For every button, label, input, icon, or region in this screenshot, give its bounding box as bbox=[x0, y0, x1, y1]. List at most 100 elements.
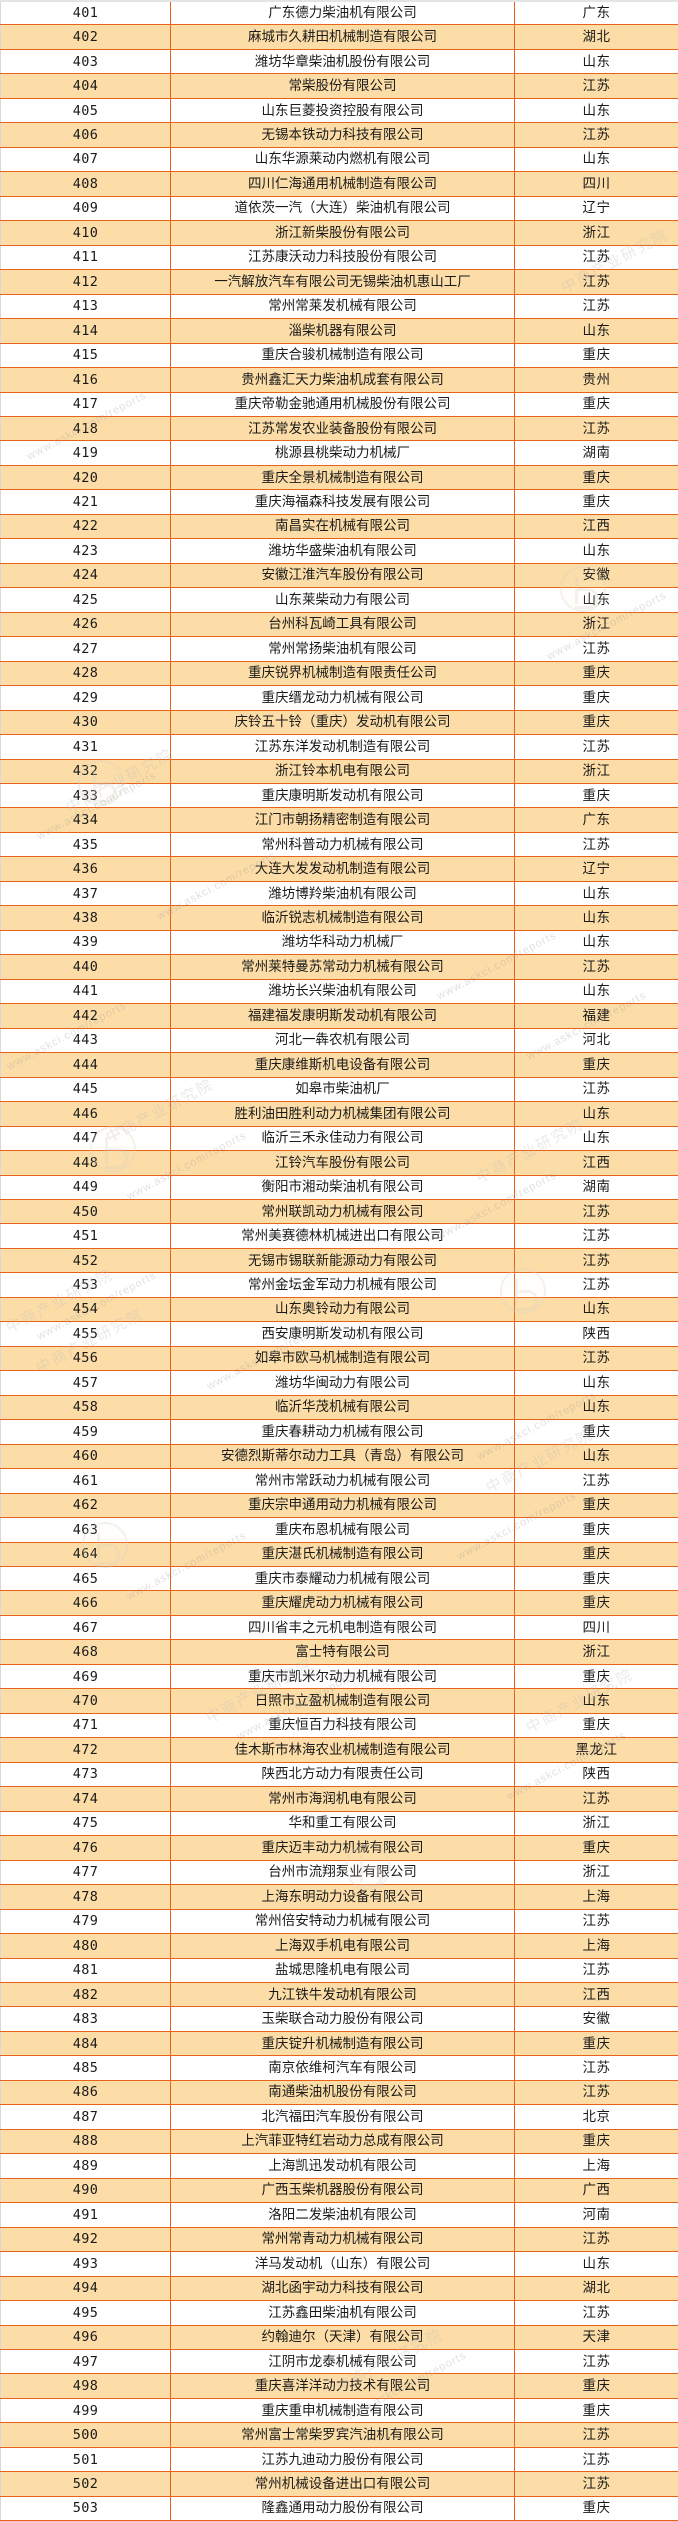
cell-province: 湖南 bbox=[514, 1174, 678, 1200]
cell-province: 北京 bbox=[514, 2104, 678, 2130]
cell-company-name: 西安康明斯发动机有限公司 bbox=[170, 1321, 515, 1347]
table-row: 449 衡阳市湘动柴油机有限公司 湖南 bbox=[0, 1174, 678, 1200]
cell-rank: 495 bbox=[0, 2300, 171, 2326]
cell-company-name: 常州机械设备进出口有限公司 bbox=[170, 2471, 515, 2497]
table-row: 404 常柴股份有限公司 江苏 bbox=[0, 73, 678, 99]
cell-province: 重庆 bbox=[514, 342, 678, 369]
table-row: 436 大连大发发动机制造有限公司 辽宁 bbox=[0, 856, 678, 882]
cell-rank: 473 bbox=[0, 1761, 171, 1788]
cell-company-name: 江苏康沃动力科技股份有限公司 bbox=[170, 244, 515, 271]
table-row: 491 洛阳二发柴油机有限公司 河南 bbox=[0, 2202, 678, 2228]
cell-rank: 499 bbox=[0, 2397, 171, 2424]
table-row: 443 河北一犇农机有限公司 河北 bbox=[0, 1027, 678, 1054]
cell-province: 重庆 bbox=[514, 1419, 678, 1445]
table-row: 419 桃源县桃柴动力机械厂 湖南 bbox=[0, 440, 678, 466]
table-row: 465 重庆市泰耀动力机械有限公司 重庆 bbox=[0, 1565, 678, 1592]
table-row: 473 陕西北方动力有限责任公司 陕西 bbox=[0, 1761, 678, 1788]
table-row: 434 江门市朝扬精密制造有限公司 广东 bbox=[0, 807, 678, 833]
cell-province: 陕西 bbox=[514, 1761, 678, 1788]
cell-rank: 453 bbox=[0, 1272, 171, 1298]
cell-company-name: 安徽江淮汽车股份有限公司 bbox=[170, 562, 515, 589]
cell-rank: 481 bbox=[0, 1957, 171, 1983]
cell-province: 山东 bbox=[514, 587, 678, 613]
cell-rank: 410 bbox=[0, 220, 171, 246]
cell-company-name: 华和重工有限公司 bbox=[170, 1810, 515, 1837]
cell-rank: 455 bbox=[0, 1321, 171, 1347]
cell-company-name: 台州科瓦崎工具有限公司 bbox=[170, 611, 515, 638]
cell-company-name: 重庆湛氏机械制造有限公司 bbox=[170, 1541, 515, 1568]
cell-rank: 416 bbox=[0, 367, 171, 393]
cell-company-name: 四川仁海通用机械制造有限公司 bbox=[170, 171, 515, 197]
table-row: 495 江苏鑫田柴油机有限公司 江苏 bbox=[0, 2300, 678, 2326]
cell-company-name: 洛阳二发柴油机有限公司 bbox=[170, 2202, 515, 2228]
cell-company-name: 浙江新柴股份有限公司 bbox=[170, 220, 515, 246]
table-row: 445 如皋市柴油机厂 江苏 bbox=[0, 1076, 678, 1103]
cell-province: 江苏 bbox=[514, 122, 678, 148]
cell-rank: 447 bbox=[0, 1125, 171, 1152]
cell-rank: 434 bbox=[0, 807, 171, 833]
cell-province: 山东 bbox=[514, 48, 678, 75]
cell-company-name: 安德烈斯蒂尔动力工具（青岛）有限公司 bbox=[170, 1443, 515, 1470]
cell-company-name: 常柴股份有限公司 bbox=[170, 73, 515, 99]
cell-company-name: 山东莱柴动力有限公司 bbox=[170, 587, 515, 613]
cell-rank: 425 bbox=[0, 587, 171, 613]
cell-province: 浙江 bbox=[514, 1810, 678, 1837]
cell-province: 重庆 bbox=[514, 2030, 678, 2057]
cell-company-name: 江门市朝扬精密制造有限公司 bbox=[170, 807, 515, 833]
cell-company-name: 临沂华茂机械有限公司 bbox=[170, 1394, 515, 1421]
table-row: 450 常州联凯动力机械有限公司 江苏 bbox=[0, 1198, 678, 1225]
table-row: 418 江苏常发农业装备股份有限公司 江苏 bbox=[0, 415, 678, 442]
cell-province: 浙江 bbox=[514, 611, 678, 638]
cell-rank: 439 bbox=[0, 929, 171, 956]
table-row: 412 一汽解放汽车有限公司无锡柴油机惠山工厂 江苏 bbox=[0, 269, 678, 295]
cell-company-name: 潍坊华盛柴油机有限公司 bbox=[170, 538, 515, 564]
cell-rank: 485 bbox=[0, 2055, 171, 2081]
table-row: 492 常州常青动力机械有限公司 江苏 bbox=[0, 2226, 678, 2253]
cell-province: 重庆 bbox=[514, 685, 678, 711]
cell-province: 重庆 bbox=[514, 1517, 678, 1543]
cell-province: 上海 bbox=[514, 1884, 678, 1910]
cell-rank: 492 bbox=[0, 2226, 171, 2253]
cell-province: 重庆 bbox=[514, 1565, 678, 1592]
cell-province: 江苏 bbox=[514, 1223, 678, 1249]
cell-province: 江苏 bbox=[514, 1908, 678, 1935]
cell-province: 重庆 bbox=[514, 1712, 678, 1739]
cell-rank: 480 bbox=[0, 1933, 171, 1959]
cell-rank: 404 bbox=[0, 73, 171, 99]
cell-rank: 475 bbox=[0, 1810, 171, 1837]
cell-province: 重庆 bbox=[514, 1835, 678, 1861]
cell-company-name: 陕西北方动力有限责任公司 bbox=[170, 1761, 515, 1788]
cell-rank: 406 bbox=[0, 122, 171, 148]
cell-rank: 479 bbox=[0, 1908, 171, 1935]
cell-province: 山东 bbox=[514, 538, 678, 564]
cell-rank: 432 bbox=[0, 758, 171, 785]
cell-company-name: 上海双手机电有限公司 bbox=[170, 1933, 515, 1959]
cell-rank: 428 bbox=[0, 660, 171, 687]
cell-rank: 441 bbox=[0, 978, 171, 1005]
cell-company-name: 如皋市柴油机厂 bbox=[170, 1076, 515, 1103]
cell-company-name: 玉柴联合动力股份有限公司 bbox=[170, 2006, 515, 2032]
cell-province: 浙江 bbox=[514, 1859, 678, 1886]
cell-company-name: 广东德力柴油机有限公司 bbox=[170, 0, 515, 26]
cell-province: 山东 bbox=[514, 1370, 678, 1396]
cell-rank: 403 bbox=[0, 48, 171, 75]
cell-company-name: 广西玉柴机器股份有限公司 bbox=[170, 2177, 515, 2204]
table-row: 411 江苏康沃动力科技股份有限公司 江苏 bbox=[0, 244, 678, 271]
cell-company-name: 潍坊博羚柴油机有限公司 bbox=[170, 880, 515, 907]
cell-company-name: 南通柴油机股份有限公司 bbox=[170, 2079, 515, 2106]
table-row: 490 广西玉柴机器股份有限公司 广西 bbox=[0, 2177, 678, 2204]
cell-province: 山东 bbox=[514, 1443, 678, 1470]
table-row: 496 约翰迪尔（天津）有限公司 天津 bbox=[0, 2324, 678, 2351]
cell-province: 重庆 bbox=[514, 391, 678, 417]
cell-province: 江西 bbox=[514, 1150, 678, 1176]
cell-company-name: 临沂锐志机械制造有限公司 bbox=[170, 905, 515, 931]
cell-rank: 435 bbox=[0, 831, 171, 858]
cell-province: 江苏 bbox=[514, 2055, 678, 2081]
table-row: 467 四川省丰之元机电制造有限公司 四川 bbox=[0, 1614, 678, 1641]
cell-province: 辽宁 bbox=[514, 195, 678, 222]
table-row: 461 常州市常跃动力机械有限公司 江苏 bbox=[0, 1468, 678, 1494]
cell-rank: 457 bbox=[0, 1370, 171, 1396]
cell-province: 江苏 bbox=[514, 2226, 678, 2253]
cell-province: 广西 bbox=[514, 2177, 678, 2204]
table-row: 475 华和重工有限公司 浙江 bbox=[0, 1810, 678, 1837]
